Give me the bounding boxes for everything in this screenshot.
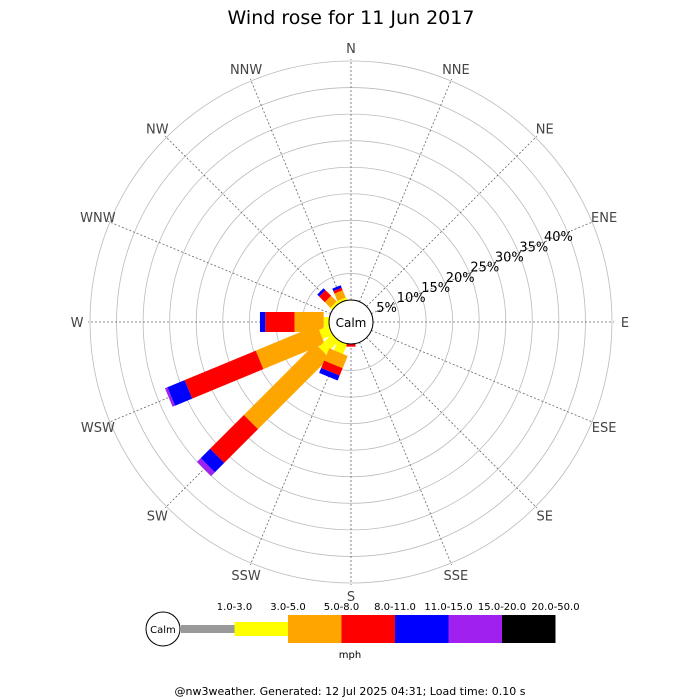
direction-label-n: N [346, 42, 356, 57]
ring-label-30pct: 30% [495, 250, 524, 265]
bar-nw-bin-3 [319, 290, 332, 303]
wind-bars [164, 285, 356, 477]
grid-ring-45 [89, 60, 613, 584]
legend-calm-circle [145, 611, 181, 647]
legend-swatch-bin-3 [341, 615, 395, 643]
direction-label-se: SE [536, 510, 552, 525]
legend-label-bin-4: 11.0-15.0 [424, 602, 472, 613]
bar-ssw-bin-2 [324, 348, 348, 369]
legend-swatch-bin-6 [502, 615, 556, 643]
legend-swatch-bin-4 [395, 615, 449, 643]
direction-label-wsw: WSW [81, 421, 115, 436]
direction-labels: N NNE NE ENE E ESE SE SSE S SSW SW WSW W WNW NW NNW [71, 42, 630, 605]
spoke-se [366, 337, 538, 509]
legend-unit-label: mph [339, 650, 361, 661]
bar-wsw-bin-3 [184, 350, 264, 399]
legend-label-bin-1: 3.0-5.0 [270, 602, 305, 613]
bar-nw-bin-4 [317, 288, 326, 297]
bar-w-bin-1 [323, 317, 329, 327]
bar-wsw-bin-4 [167, 380, 193, 406]
bar-sw-bin-2 [243, 343, 330, 430]
speed-legend: Calm mph 1.0-3.0 3.0-5.0 5.0-8.0 8.0-11.0 11… [145, 602, 580, 661]
legend-label-bin-3: 8.0-11.0 [374, 602, 416, 613]
bar-nw-bin-1 [330, 301, 339, 310]
bar-nnw-bin-3 [333, 287, 343, 294]
direction-label-nnw: NNW [230, 63, 262, 78]
direction-label-ene: ENE [591, 211, 617, 226]
ring-label-15pct: 15% [421, 281, 450, 296]
bar-w-bin-3 [265, 312, 295, 332]
bar-sw-bin-5 [196, 458, 215, 477]
direction-label-e: E [621, 316, 629, 331]
bar-nw-bin-2 [324, 295, 337, 308]
grid-ring-30 [169, 140, 533, 504]
bar-s-bin-3 [346, 344, 356, 347]
ring-label-5pct: 5% [376, 301, 397, 316]
direction-label-ssw: SSW [231, 569, 261, 584]
legend-swatch-bin-1 [234, 622, 288, 636]
grid-ring-20 [222, 193, 480, 451]
bar-sw-bin-4 [200, 448, 225, 473]
direction-label-sw: SW [147, 510, 168, 525]
direction-label-ese: ESE [592, 421, 617, 436]
direction-label-nw: NW [146, 122, 169, 137]
spoke-ene [371, 220, 595, 314]
bar-sw-bin-3 [210, 414, 259, 463]
bar-nnw-bin-1 [336, 297, 348, 304]
spoke-ssw [249, 342, 343, 566]
spoke-sse [359, 342, 453, 566]
legend-swatch-bin-2 [288, 615, 342, 643]
bar-sw-bin-1 [318, 334, 339, 355]
legend-label-bin-5: 15.0-20.0 [478, 602, 526, 613]
direction-label-sse: SSE [444, 569, 469, 584]
bar-wsw-bin-1 [318, 325, 333, 340]
legend-swatch-bin-0 [181, 625, 235, 633]
calm-label: Calm [336, 316, 367, 330]
direction-label-w: W [71, 316, 84, 331]
spoke-nnw [249, 78, 343, 302]
spoke-ese [371, 330, 595, 424]
legend-label-bin-6: 20.0-50.0 [531, 602, 579, 613]
direction-label-s: S [347, 590, 355, 605]
legend-swatch-bin-5 [448, 615, 502, 643]
ring-labels: 5%10%15%20%25%30%35%40% [376, 230, 573, 316]
bar-wsw-bin-5 [164, 387, 176, 407]
bar-nnw-bin-2 [334, 290, 346, 301]
ring-label-20pct: 20% [446, 271, 475, 286]
grid-ring-15 [248, 219, 454, 425]
spoke-nw [164, 135, 336, 307]
bar-w-bin-4 [259, 312, 266, 332]
spoke-nne [359, 78, 453, 302]
calm-circle: Calm [328, 299, 374, 345]
ring-label-10pct: 10% [397, 291, 426, 306]
calm-circle-shape [328, 299, 374, 345]
direction-label-ne: NE [536, 122, 554, 137]
direction-label-nne: NNE [442, 63, 470, 78]
legend-label-bin-0: 1.0-3.0 [217, 602, 252, 613]
footer-text: @nw3weather. Generated: 12 Jul 2025 04:3… [175, 685, 526, 698]
spoke-wnw [107, 220, 331, 314]
bar-ssw-bin-3 [321, 360, 343, 376]
bar-ssw-bin-4 [319, 367, 340, 381]
bar-ssw-bin-1 [333, 340, 348, 355]
chart-title: Wind rose for 11 Jun 2017 [228, 7, 475, 29]
legend-calm-label: Calm [150, 625, 176, 636]
polar-grid [88, 59, 614, 585]
ring-label-25pct: 25% [470, 261, 499, 276]
bar-wsw-bin-2 [255, 325, 325, 370]
spoke-ne [366, 135, 538, 307]
legend-label-bin-2: 5.0-8.0 [324, 602, 359, 613]
bar-nnw-bin-4 [332, 285, 342, 292]
ring-label-35pct: 35% [519, 240, 548, 255]
direction-label-wnw: WNW [80, 211, 116, 226]
ring-label-40pct: 40% [544, 230, 573, 245]
